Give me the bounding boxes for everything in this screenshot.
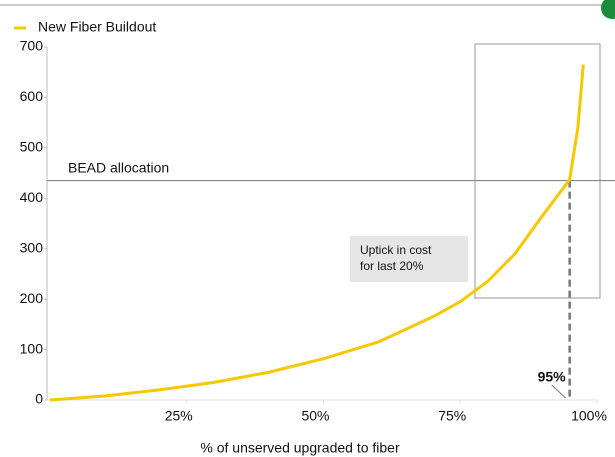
marker-pointer	[551, 384, 566, 399]
x-tick-label: 25%	[165, 408, 193, 424]
corner-badge	[601, 0, 615, 19]
callout-box	[350, 236, 468, 282]
y-tick-label: 300	[20, 239, 44, 255]
y-tick-label: 400	[20, 189, 44, 205]
y-tick-label: 500	[20, 139, 44, 155]
x-axis-title: % of unserved upgraded to fiber	[200, 440, 400, 456]
y-tick-label: 600	[20, 88, 44, 104]
y-tick-label: 0	[35, 391, 43, 407]
callout-text: for last 20%	[360, 259, 424, 273]
y-tick-label: 100	[20, 340, 44, 356]
legend-label: New Fiber Buildout	[38, 19, 156, 35]
highlight-box	[474, 43, 601, 299]
x-tick-label: 50%	[301, 408, 329, 424]
y-tick-label: 200	[20, 290, 44, 306]
marker-label: 95%	[538, 369, 567, 385]
x-tick-label: 75%	[438, 408, 466, 424]
y-tick-label: 700	[20, 38, 44, 54]
callout-text: Uptick in cost	[360, 243, 432, 257]
x-tick-label: 100%	[571, 408, 607, 424]
series-line	[49, 64, 585, 402]
reference-label: BEAD allocation	[68, 159, 169, 175]
